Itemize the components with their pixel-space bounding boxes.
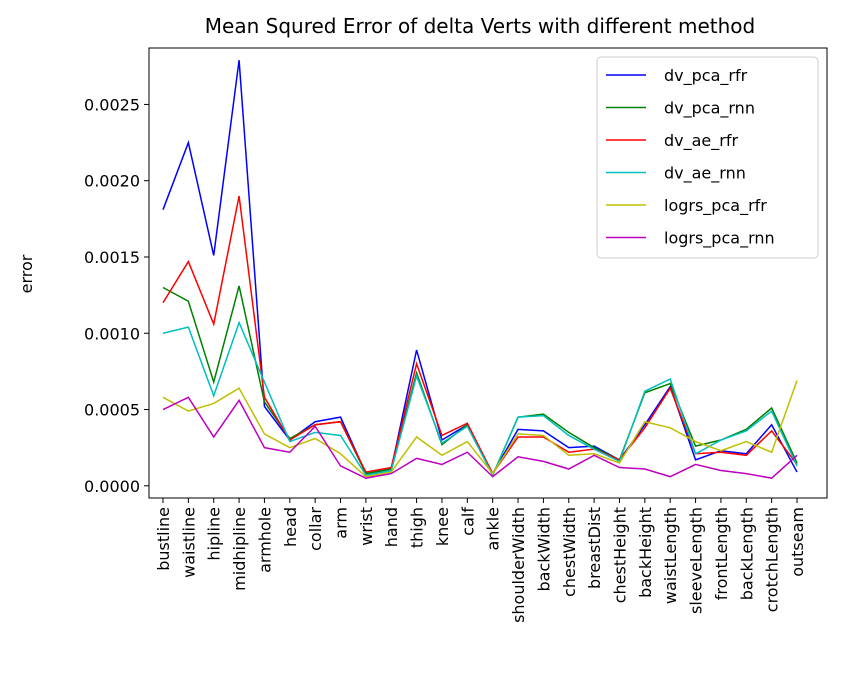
y-tick-label: 0.0015 (84, 248, 140, 267)
x-tick-label: arm (332, 507, 351, 539)
x-tick-label: wrist (357, 507, 376, 546)
legend-label-logrs_pca_rfr: logrs_pca_rfr (664, 196, 767, 216)
x-tick-label: outseam (788, 507, 807, 577)
x-tick-label: ankle (484, 507, 503, 551)
x-tick-label: waistLength (661, 507, 680, 604)
x-tick-label: collar (306, 507, 325, 551)
x-tick-label: backWidth (534, 507, 553, 592)
x-tick-label: frontLength (712, 507, 731, 600)
x-tick-label: shoulderWidth (509, 507, 528, 623)
chart-title: Mean Squred Error of delta Verts with di… (205, 14, 755, 38)
y-tick-label: 0.0010 (84, 324, 140, 343)
y-axis-label: error (17, 254, 36, 293)
x-tick-label: sleeveLength (687, 507, 706, 614)
x-tick-label: head (281, 507, 300, 547)
legend-label-logrs_pca_rnn: logrs_pca_rnn (664, 229, 775, 249)
x-tick-label: hipline (205, 507, 224, 561)
plot-area: 0.0000 0.0005 0.0010 0.0015 0.0020 0.0025 bust… (84, 47, 828, 623)
y-tick-label: 0.0020 (84, 172, 140, 191)
x-tick-label: chestWidth (560, 507, 579, 597)
x-tick-label: chestHeight (610, 507, 629, 603)
x-tick-label: calf (458, 507, 477, 536)
axes-frame (148, 47, 828, 499)
x-tick-label: backHeight (636, 507, 655, 598)
series-line-dv_ae_rnn (162, 320, 798, 477)
x-tick-label: knee (433, 507, 452, 546)
x-tick-label: backLength (737, 507, 756, 600)
series-line-logrs_pca_rfr (162, 380, 798, 478)
series-line-logrs_pca_rnn (162, 396, 798, 479)
legend-box (596, 56, 819, 259)
legend-label-dv_ae_rnn: dv_ae_rnn (664, 164, 746, 184)
y-tick-label: 0.0005 (84, 401, 140, 420)
y-tick-label: 0.0025 (84, 95, 140, 114)
x-tick-label: waistline (179, 507, 198, 578)
x-tick-label: hand (382, 507, 401, 547)
legend-label-dv_ae_rfr: dv_ae_rfr (664, 131, 738, 151)
x-tick-label: breastDist (585, 507, 604, 589)
legend-label-dv_pca_rfr: dv_pca_rfr (664, 66, 748, 86)
legend-label-dv_pca_rnn: dv_pca_rnn (664, 99, 755, 119)
x-tick-label: thigh (408, 507, 427, 548)
x-tick-label: crotchLength (763, 507, 782, 612)
x-tick-label: midhipline (230, 507, 249, 591)
y-tick-label: 0.0000 (84, 477, 140, 496)
x-tick-label: bustline (154, 507, 173, 571)
legend: dv_pca_rfr dv_pca_rnn dv_ae_rfr dv_ae_rnnlo… (596, 56, 819, 259)
x-tick-label: armhole (255, 507, 274, 573)
